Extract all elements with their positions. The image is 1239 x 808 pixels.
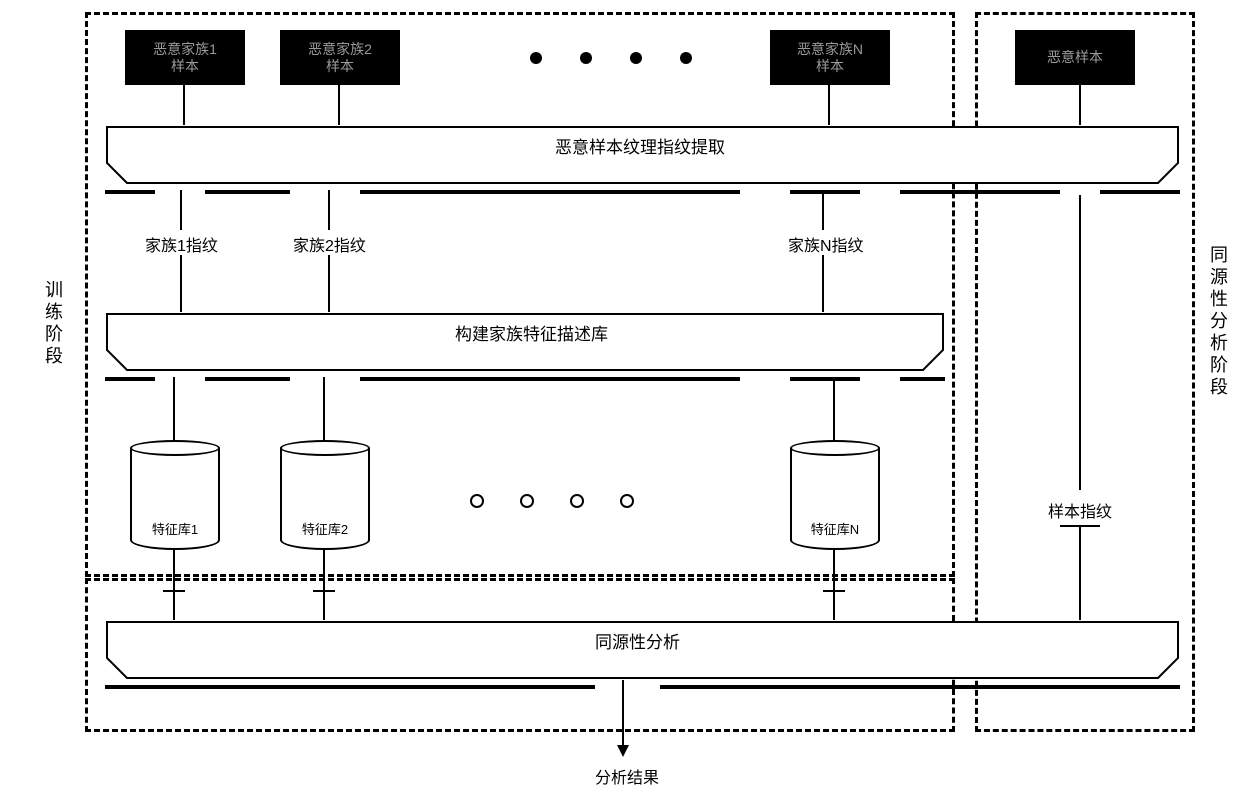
dash-conn (360, 377, 740, 381)
sample-family-n: 恶意家族N样本 (770, 30, 890, 85)
vconn (833, 550, 835, 620)
db-label: 特征库1 (152, 519, 198, 538)
ellipsis-dot (580, 52, 592, 64)
vconn (328, 190, 330, 230)
banner1-text: 恶意样本纹理指纹提取 (555, 138, 725, 157)
vconn (1079, 525, 1081, 620)
sample-right: 恶意样本 (1015, 30, 1135, 85)
vconn (323, 550, 325, 620)
banner-analysis: 同源性分析 (105, 620, 1180, 680)
dash-conn (360, 190, 740, 194)
dash-conn (1100, 190, 1180, 194)
vconn (323, 377, 325, 440)
banner-extract: 恶意样本纹理指纹提取 (105, 125, 1180, 185)
hconn (823, 590, 845, 592)
dash-conn (900, 377, 945, 381)
dash-conn (790, 377, 860, 381)
result-arrow-head (617, 745, 629, 757)
dash-conn (105, 377, 155, 381)
vconn (183, 85, 185, 125)
vconn (173, 550, 175, 620)
ellipsis-dot (680, 52, 692, 64)
vconn (173, 377, 175, 440)
vconn (822, 190, 824, 230)
fingerprint-n: 家族N指纹 (788, 232, 864, 256)
vconn (180, 190, 182, 230)
vconn (338, 85, 340, 125)
ellipsis-dot (630, 52, 642, 64)
vconn (822, 255, 824, 312)
right-stage-label: 同源性分析阶段 (1205, 245, 1231, 399)
fingerprint-2: 家族2指纹 (293, 232, 366, 256)
dash-conn (205, 190, 290, 194)
vconn (180, 255, 182, 312)
ellipsis-circle (620, 494, 634, 508)
sample-text: 恶意家族N样本 (797, 41, 863, 75)
sample-text: 恶意家族2样本 (308, 41, 372, 75)
result-arrow-line (622, 680, 624, 745)
banner3-text: 同源性分析 (595, 633, 680, 652)
dash-conn (105, 190, 155, 194)
db-2: 特征库2 (280, 440, 370, 550)
banner-build-lib: 构建家族特征描述库 (105, 312, 945, 372)
db-n: 特征库N (790, 440, 880, 550)
db-label: 特征库2 (302, 519, 348, 538)
dash-conn (205, 377, 290, 381)
left-stage-label: 训练阶段 (40, 280, 66, 368)
vconn (1079, 195, 1081, 490)
dash-conn (660, 685, 1180, 689)
banner2-text: 构建家族特征描述库 (455, 325, 608, 344)
ellipsis-dot (530, 52, 542, 64)
vconn (1079, 85, 1081, 125)
sample-text: 恶意家族1样本 (153, 41, 217, 75)
sample-fingerprint-label: 样本指纹 (1048, 498, 1112, 522)
sample-family-1: 恶意家族1样本 (125, 30, 245, 85)
ellipsis-circle (570, 494, 584, 508)
dash-conn (105, 685, 595, 689)
hconn (313, 590, 335, 592)
fingerprint-1: 家族1指纹 (145, 232, 218, 256)
sample-family-2: 恶意家族2样本 (280, 30, 400, 85)
hconn (163, 590, 185, 592)
dash-conn (900, 190, 1060, 194)
vconn (828, 85, 830, 125)
vconn (833, 377, 835, 440)
ellipsis-circle (470, 494, 484, 508)
dash-conn (790, 190, 860, 194)
vconn (328, 255, 330, 312)
db-1: 特征库1 (130, 440, 220, 550)
db-label: 特征库N (811, 519, 859, 538)
result-label: 分析结果 (595, 764, 659, 788)
ellipsis-circle (520, 494, 534, 508)
sample-text: 恶意样本 (1047, 49, 1103, 66)
